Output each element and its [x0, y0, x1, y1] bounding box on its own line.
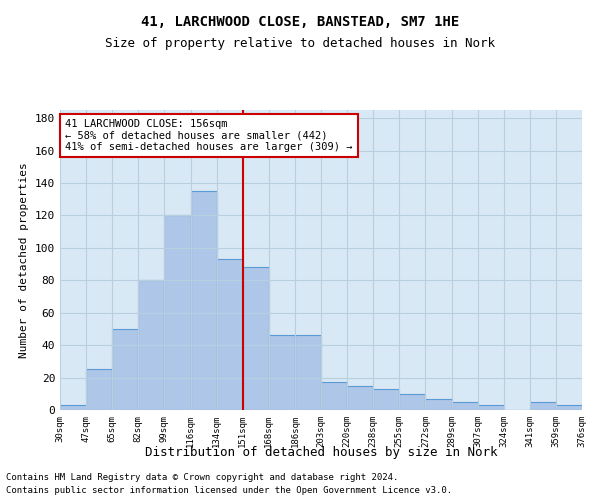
- Bar: [373, 389, 400, 410]
- Bar: [217, 259, 243, 410]
- Text: 41 LARCHWOOD CLOSE: 156sqm
← 58% of detached houses are smaller (442)
41% of sem: 41 LARCHWOOD CLOSE: 156sqm ← 58% of deta…: [65, 119, 353, 152]
- Text: Contains public sector information licensed under the Open Government Licence v3: Contains public sector information licen…: [6, 486, 452, 495]
- Bar: [269, 336, 295, 410]
- Bar: [400, 394, 425, 410]
- Bar: [425, 398, 452, 410]
- Bar: [60, 405, 86, 410]
- Bar: [112, 329, 139, 410]
- Bar: [321, 382, 347, 410]
- Text: 41, LARCHWOOD CLOSE, BANSTEAD, SM7 1HE: 41, LARCHWOOD CLOSE, BANSTEAD, SM7 1HE: [141, 15, 459, 29]
- Bar: [295, 336, 321, 410]
- Bar: [452, 402, 478, 410]
- Bar: [347, 386, 373, 410]
- Bar: [191, 191, 217, 410]
- Bar: [164, 216, 191, 410]
- Bar: [139, 280, 164, 410]
- Bar: [242, 268, 269, 410]
- Text: Contains HM Land Registry data © Crown copyright and database right 2024.: Contains HM Land Registry data © Crown c…: [6, 474, 398, 482]
- Bar: [556, 405, 582, 410]
- Bar: [530, 402, 556, 410]
- Bar: [86, 370, 112, 410]
- Text: Distribution of detached houses by size in Nork: Distribution of detached houses by size …: [145, 446, 497, 459]
- Bar: [478, 405, 504, 410]
- Text: Size of property relative to detached houses in Nork: Size of property relative to detached ho…: [105, 38, 495, 51]
- Y-axis label: Number of detached properties: Number of detached properties: [19, 162, 29, 358]
